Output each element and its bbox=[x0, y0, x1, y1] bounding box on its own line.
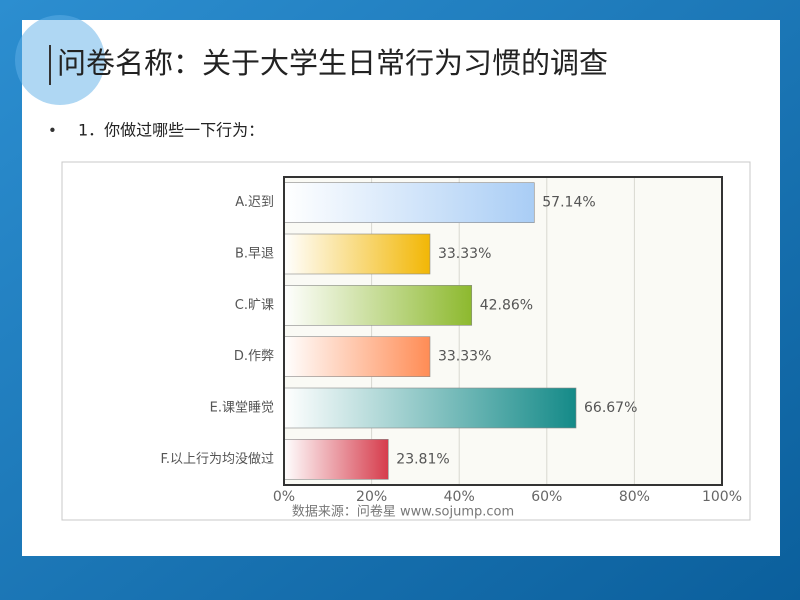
x-tick-label: 40% bbox=[444, 489, 475, 505]
bar bbox=[283, 233, 431, 275]
y-tick-label: E.课堂睡觉 bbox=[210, 401, 274, 416]
y-tick-label: A.迟到 bbox=[235, 195, 274, 210]
y-tick-label: B.早退 bbox=[235, 247, 274, 262]
bullet-text: 1．你做过哪些一下行为： bbox=[78, 121, 264, 140]
chart: 0% 20% 40% 60% 80% 100% 57.14% A.迟到 33.33% B.早退 42… bbox=[160, 176, 742, 520]
x-tick-label: 100% bbox=[702, 489, 742, 505]
value-label: 66.67% bbox=[584, 400, 637, 416]
decoration bbox=[15, 15, 105, 105]
bar bbox=[283, 439, 389, 480]
bar bbox=[283, 387, 577, 429]
y-tick-label: D.作弊 bbox=[234, 348, 274, 364]
x-tick-label: 60% bbox=[531, 489, 562, 505]
x-tick-label: 0% bbox=[273, 489, 295, 505]
plot-area bbox=[284, 177, 722, 485]
x-tick-label: 80% bbox=[619, 489, 650, 505]
bullet-dot: • bbox=[48, 122, 57, 140]
y-tick-label: F.以上行为均没做过 bbox=[160, 452, 274, 467]
value-label: 23.81% bbox=[396, 451, 449, 467]
slide-title: 问卷名称：关于大学生日常行为习惯的调查 bbox=[57, 46, 608, 80]
bar bbox=[283, 285, 473, 326]
value-label: 33.33% bbox=[438, 349, 491, 365]
bar bbox=[283, 336, 431, 377]
value-label: 42.86% bbox=[480, 297, 533, 313]
bar bbox=[283, 182, 535, 223]
x-tick-label: 20% bbox=[356, 489, 387, 505]
value-label: 33.33% bbox=[438, 246, 491, 262]
source-note: 数据来源：问卷星 www.sojump.com bbox=[292, 504, 514, 520]
value-label: 57.14% bbox=[542, 195, 595, 211]
y-tick-label: C.旷课 bbox=[235, 298, 274, 313]
plot-border bbox=[283, 176, 723, 486]
